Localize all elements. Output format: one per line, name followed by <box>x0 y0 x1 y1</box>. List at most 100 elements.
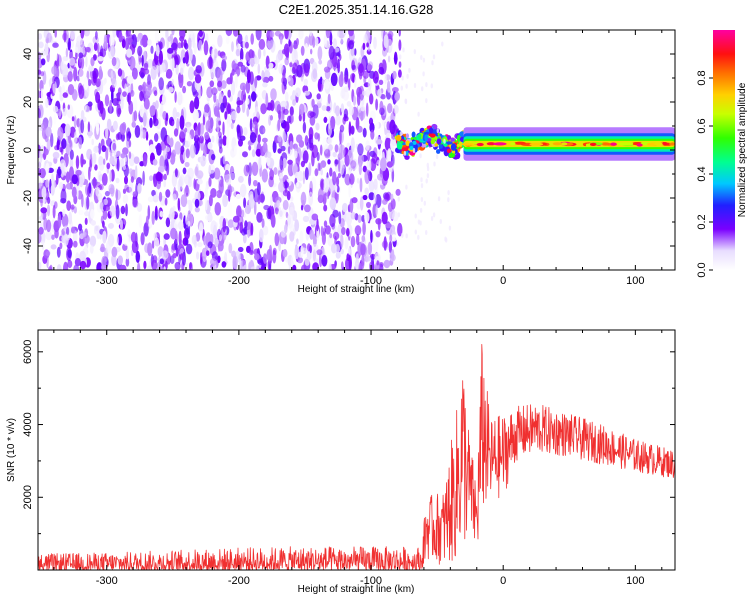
spectrogram-cell <box>348 121 352 137</box>
spectrogram-cell <box>203 112 209 118</box>
spectrogram-cell <box>194 198 200 208</box>
spectrogram-cell <box>117 255 124 265</box>
spectrogram-cell <box>57 126 64 141</box>
spectrogram-cell <box>340 218 345 228</box>
spectrogram-cell <box>56 140 60 151</box>
spectrogram-cell <box>172 193 177 201</box>
x-tick-label: -100 <box>360 275 382 287</box>
spectrogram-cell <box>83 30 90 37</box>
spectrogram-cell <box>346 227 350 237</box>
spectrogram-cell <box>420 197 424 202</box>
spectrogram-cell <box>163 266 166 270</box>
spectrogram-cell <box>65 143 70 156</box>
spectrogram-cell <box>119 123 126 135</box>
spectrogram-cell <box>233 189 236 198</box>
spectrogram-cell <box>272 249 277 264</box>
spectrogram-cell <box>200 252 203 265</box>
spectrogram-cell <box>250 58 255 67</box>
spectrogram-cell <box>323 220 328 228</box>
spectrogram-cell <box>131 240 139 254</box>
snr-series-line <box>38 343 675 570</box>
spectrogram-cell <box>159 258 164 265</box>
spectrogram-cell <box>302 121 307 134</box>
spectrogram-cell <box>391 234 397 242</box>
spectrogram-cell <box>348 247 351 255</box>
spectrogram-cell <box>311 244 319 252</box>
spectrogram-cell <box>217 34 223 48</box>
spectrogram-cell <box>447 190 450 196</box>
spectrogram-cell <box>104 77 107 84</box>
spectrogram-cell <box>95 78 101 88</box>
spectrogram-cell <box>339 160 345 176</box>
spectrogram-cell <box>140 232 145 246</box>
spectrogram-cell <box>200 160 206 167</box>
y-tick-label: -20 <box>22 190 34 206</box>
spectrogram-cell <box>84 217 88 225</box>
spectrogram-cell <box>282 69 286 82</box>
spectrogram-cell <box>180 194 188 208</box>
spectrogram-cell <box>401 147 409 152</box>
spectrogram-cell <box>391 249 395 261</box>
spectrogram-cell <box>266 151 272 159</box>
spectrogram-cell <box>423 200 426 206</box>
spectrogram-cell <box>189 100 195 114</box>
spectrogram-cell <box>389 119 396 135</box>
spectrogram-cell <box>159 210 164 218</box>
spectrogram-cell <box>317 188 325 202</box>
spectrogram-cell <box>109 205 116 217</box>
spectrogram-cell <box>364 187 370 196</box>
spectrogram-cell <box>325 106 331 112</box>
spectrogram-cell <box>164 197 168 206</box>
spectrogram-cell <box>249 132 257 143</box>
spectrogram-cell <box>61 138 67 150</box>
spectrogram-cell <box>122 147 129 155</box>
spectrogram-cell <box>314 37 319 46</box>
spectrogram-cell <box>248 145 252 151</box>
spectrogram-cell <box>274 30 282 37</box>
spectrogram-cell <box>366 64 373 71</box>
spectrogram-cell <box>328 144 333 151</box>
spectrogram-cell <box>476 142 484 147</box>
spectrogram-cell <box>268 75 274 82</box>
spectrogram-cell <box>116 235 119 246</box>
spectrogram-cell <box>378 79 384 86</box>
spectrogram-cell <box>98 155 104 166</box>
spectrogram-cell <box>71 89 78 101</box>
spectrogram-cell <box>98 65 103 81</box>
spectrogram-cell <box>305 43 308 52</box>
spectrogram-cell <box>207 56 214 70</box>
spectrogram-cell <box>176 118 180 132</box>
spectrogram-cell <box>50 244 57 250</box>
spectrogram-cell <box>112 98 119 106</box>
spectrogram-cell <box>257 63 261 75</box>
spectrogram-cell <box>311 98 315 108</box>
spectrogram-cell <box>421 86 424 92</box>
spectrogram-cell <box>154 133 159 142</box>
spectrogram-cell <box>167 36 172 42</box>
spectrogram-cell <box>294 150 298 159</box>
spectrogram-cell <box>137 262 141 270</box>
spectrogram-cell <box>86 195 90 210</box>
spectrogram-cell <box>100 243 105 253</box>
spectrogram-cell <box>669 142 675 146</box>
spectrogram-cell <box>43 217 48 231</box>
spectrogram-cell <box>380 157 387 172</box>
spectrogram-cell <box>126 75 134 85</box>
spectrogram-cell <box>136 203 143 212</box>
x-tick-label: -100 <box>360 575 382 587</box>
spectrogram-cell <box>341 227 346 235</box>
spectrogram-cell <box>292 264 297 270</box>
spectrogram-cell <box>185 238 189 246</box>
spectrogram-cell <box>95 120 100 135</box>
spectrogram-cell <box>279 155 284 171</box>
spectrogram-cell <box>73 131 78 144</box>
spectrogram-cell <box>71 174 79 185</box>
spectrogram-cell <box>367 78 372 91</box>
spectrogram-cell <box>387 30 394 39</box>
spectrogram-cell <box>174 168 178 178</box>
spectrogram-cell <box>116 150 121 157</box>
spectrogram-cell <box>278 181 285 193</box>
spectrogram-cell <box>184 210 189 225</box>
spectrogram-cell <box>368 179 375 193</box>
